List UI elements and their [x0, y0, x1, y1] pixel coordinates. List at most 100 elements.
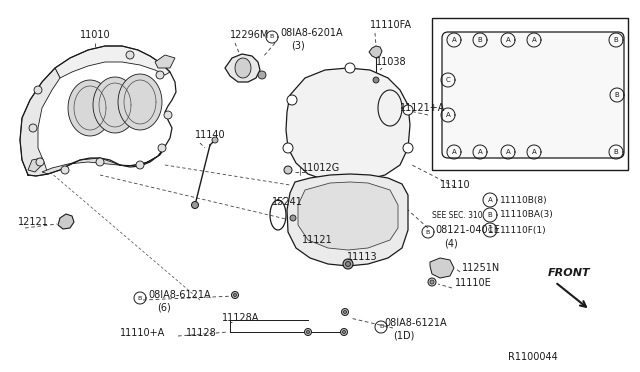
Text: 11110B(8): 11110B(8) — [500, 196, 548, 205]
Circle shape — [284, 166, 292, 174]
Polygon shape — [55, 46, 170, 78]
Text: 11010: 11010 — [80, 30, 110, 40]
Circle shape — [191, 202, 198, 208]
Text: 11110F(1): 11110F(1) — [500, 225, 547, 234]
Circle shape — [96, 158, 104, 166]
Circle shape — [403, 143, 413, 153]
Circle shape — [36, 158, 44, 166]
Text: B: B — [477, 37, 483, 43]
Text: SEE SEC. 310: SEE SEC. 310 — [432, 212, 483, 221]
Circle shape — [156, 71, 164, 79]
Text: A: A — [477, 149, 483, 155]
Text: B: B — [379, 324, 383, 330]
Circle shape — [437, 265, 443, 271]
Text: 11012G: 11012G — [302, 163, 340, 173]
Text: A: A — [506, 37, 510, 43]
Text: 11110: 11110 — [440, 180, 470, 190]
Text: 12296M: 12296M — [230, 30, 269, 40]
Circle shape — [307, 330, 310, 334]
Bar — [432, 18, 628, 170]
Text: 15241: 15241 — [272, 197, 303, 207]
Polygon shape — [235, 58, 251, 78]
Circle shape — [29, 124, 37, 132]
Polygon shape — [42, 148, 165, 174]
Text: 11110FA: 11110FA — [370, 20, 412, 30]
Circle shape — [342, 308, 349, 315]
Text: 08121-0401E: 08121-0401E — [435, 225, 500, 235]
Circle shape — [346, 262, 351, 266]
Circle shape — [343, 259, 353, 269]
Text: 08IA8-6121A: 08IA8-6121A — [384, 318, 447, 328]
Text: FRONT: FRONT — [548, 268, 591, 278]
Text: A: A — [488, 197, 492, 203]
Text: (1D): (1D) — [393, 331, 414, 341]
Circle shape — [344, 311, 346, 314]
Text: B: B — [270, 35, 274, 39]
Circle shape — [126, 51, 134, 59]
Polygon shape — [93, 77, 137, 133]
Text: A: A — [532, 37, 536, 43]
Text: 08IA8-6121A: 08IA8-6121A — [148, 290, 211, 300]
FancyBboxPatch shape — [442, 32, 624, 158]
Circle shape — [287, 95, 297, 105]
Text: 11110+A: 11110+A — [120, 328, 165, 338]
Polygon shape — [155, 55, 175, 68]
Circle shape — [373, 77, 379, 83]
Circle shape — [428, 278, 436, 286]
Polygon shape — [58, 214, 74, 229]
Circle shape — [430, 280, 434, 284]
Text: C: C — [488, 227, 492, 233]
Circle shape — [258, 71, 266, 79]
Text: A: A — [532, 149, 536, 155]
Text: 11110BA(3): 11110BA(3) — [500, 211, 554, 219]
Polygon shape — [430, 258, 454, 278]
Text: A: A — [445, 112, 451, 118]
Polygon shape — [118, 74, 162, 130]
Polygon shape — [68, 80, 112, 136]
Text: 11121+A: 11121+A — [400, 103, 445, 113]
Text: (6): (6) — [157, 303, 171, 313]
Text: 12121: 12121 — [18, 217, 49, 227]
Circle shape — [34, 86, 42, 94]
Text: B: B — [138, 295, 142, 301]
Text: B: B — [614, 149, 618, 155]
Circle shape — [305, 328, 312, 336]
Circle shape — [234, 294, 237, 296]
Text: B: B — [614, 92, 620, 98]
Text: A: A — [452, 149, 456, 155]
Circle shape — [63, 218, 69, 224]
Circle shape — [232, 292, 239, 298]
Text: (4): (4) — [444, 239, 458, 249]
Polygon shape — [287, 174, 408, 266]
Circle shape — [290, 215, 296, 221]
Text: 11110E: 11110E — [455, 278, 492, 288]
Text: 11140: 11140 — [195, 130, 226, 140]
Text: C: C — [445, 77, 451, 83]
Circle shape — [136, 161, 144, 169]
Polygon shape — [286, 68, 410, 182]
Circle shape — [340, 328, 348, 336]
Text: B: B — [488, 212, 492, 218]
Circle shape — [61, 166, 69, 174]
Text: B: B — [614, 37, 618, 43]
Circle shape — [345, 177, 355, 187]
Text: (3): (3) — [291, 41, 305, 51]
Polygon shape — [28, 158, 42, 172]
Circle shape — [164, 111, 172, 119]
Polygon shape — [369, 46, 382, 58]
Circle shape — [158, 144, 166, 152]
Text: 11113: 11113 — [347, 252, 378, 262]
Circle shape — [212, 137, 218, 143]
Polygon shape — [298, 182, 398, 250]
Text: A: A — [452, 37, 456, 43]
Circle shape — [342, 330, 346, 334]
Text: 11128A: 11128A — [222, 313, 259, 323]
Circle shape — [403, 105, 413, 115]
Text: B: B — [426, 230, 430, 234]
Circle shape — [283, 143, 293, 153]
Text: R1100044: R1100044 — [508, 352, 558, 362]
Circle shape — [345, 63, 355, 73]
Polygon shape — [225, 54, 260, 82]
Text: 08IA8-6201A: 08IA8-6201A — [280, 28, 342, 38]
Text: 11128: 11128 — [186, 328, 217, 338]
